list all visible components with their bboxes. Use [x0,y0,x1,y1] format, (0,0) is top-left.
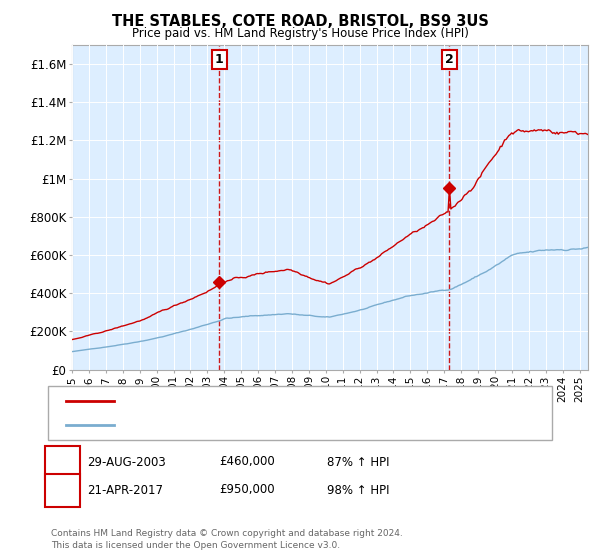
Text: THE STABLES, COTE ROAD, BRISTOL, BS9 3US: THE STABLES, COTE ROAD, BRISTOL, BS9 3US [112,14,488,29]
Text: £460,000: £460,000 [219,455,275,469]
Text: THE STABLES, COTE ROAD, BRISTOL, BS9 3US (detached house): THE STABLES, COTE ROAD, BRISTOL, BS9 3US… [120,396,478,407]
Text: 1: 1 [215,53,223,66]
Text: 1: 1 [58,455,67,469]
Text: £950,000: £950,000 [219,483,275,497]
Text: 98% ↑ HPI: 98% ↑ HPI [327,483,389,497]
Text: HPI: Average price, detached house, City of Bristol: HPI: Average price, detached house, City… [120,419,401,430]
Text: 21-APR-2017: 21-APR-2017 [87,483,163,497]
Text: 87% ↑ HPI: 87% ↑ HPI [327,455,389,469]
Text: 29-AUG-2003: 29-AUG-2003 [87,455,166,469]
Text: 2: 2 [445,53,454,66]
Text: Price paid vs. HM Land Registry's House Price Index (HPI): Price paid vs. HM Land Registry's House … [131,27,469,40]
Text: Contains HM Land Registry data © Crown copyright and database right 2024.
This d: Contains HM Land Registry data © Crown c… [51,529,403,550]
Text: 2: 2 [58,483,67,497]
